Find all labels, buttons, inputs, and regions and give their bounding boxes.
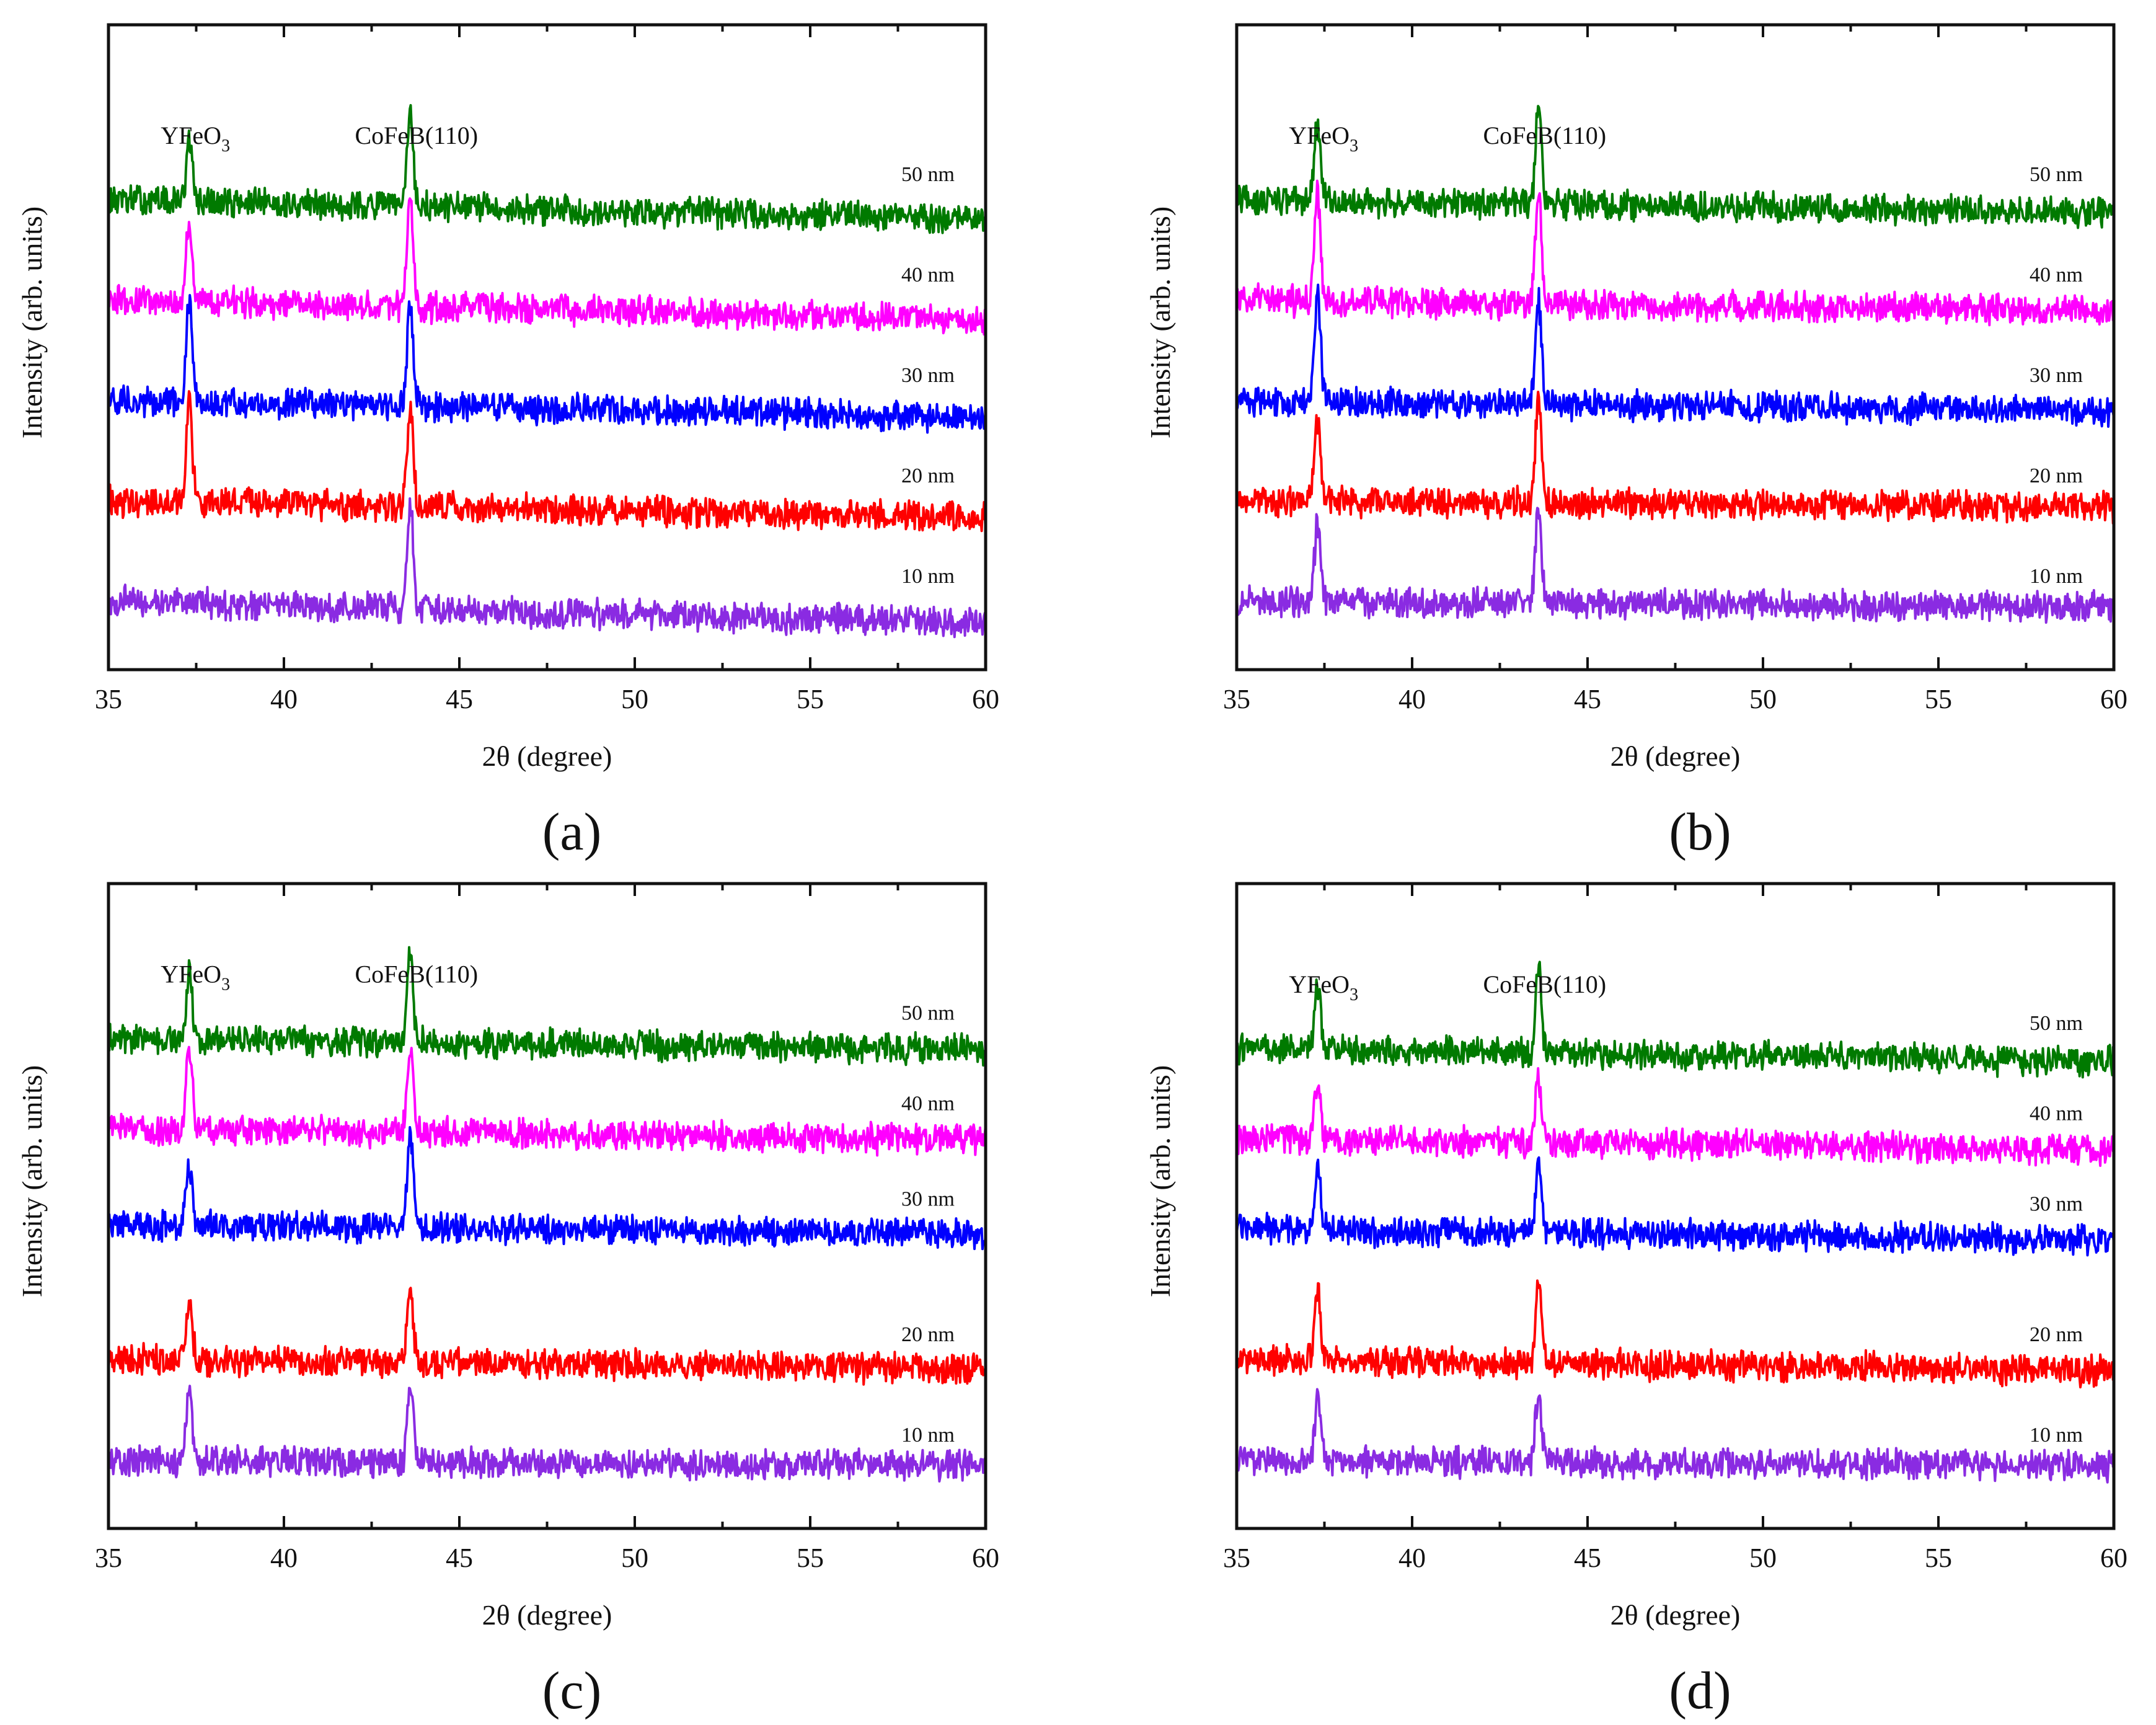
chart-panel-a: 50 nm 40 nm 30 nm 20 nm 10 nm 35 40 45 50 55 60 2θ …	[0, 0, 1017, 861]
chart-panel-d: 50 nm 40 nm 30 nm 20 nm 10 nm 35 40 45 50 55 60 2θ …	[1128, 859, 2145, 1720]
series-label: 30 nm	[901, 1187, 955, 1210]
x-axis-title: 2θ (degree)	[1610, 740, 1741, 772]
series-line	[107, 497, 987, 639]
xrd-chart-svg: 50 nm 40 nm 30 nm 20 nm 10 nm 35 40 45 50 55 60 2θ …	[1144, 23, 2127, 861]
series-label: 40 nm	[2030, 264, 2083, 286]
series-line	[1235, 1156, 2115, 1257]
x-tick-label: 60	[2100, 684, 2127, 714]
plot-frame	[1235, 882, 2116, 1530]
series-label: 30 nm	[2030, 364, 2083, 387]
series-line	[1235, 1388, 2115, 1484]
y-axis-title: Intensity (arb. units)	[16, 1065, 48, 1297]
series-line	[1235, 179, 2115, 327]
peak-annotation: YFeO3	[161, 122, 230, 156]
series-label: 10 nm	[2030, 1424, 2083, 1447]
x-tick-label: 45	[446, 1543, 473, 1573]
series-label: 50 nm	[2030, 1012, 2083, 1035]
x-axis-title: 2θ (degree)	[482, 1599, 612, 1631]
x-tick-label: 35	[95, 684, 122, 714]
x-tick-label: 55	[1925, 1543, 1952, 1573]
y-axis-title: Intensity (arb. units)	[1144, 206, 1176, 438]
series-line	[1235, 283, 2115, 428]
x-tick-label: 60	[972, 684, 999, 714]
x-tick-label: 50	[1749, 684, 1777, 714]
y-axis-title: Intensity (arb. units)	[16, 206, 48, 438]
series-line	[1235, 1279, 2115, 1389]
series-line	[107, 1287, 987, 1386]
series-label: 40 nm	[2030, 1102, 2083, 1125]
series-label: 40 nm	[901, 1092, 955, 1115]
plot-frame	[1235, 23, 2116, 672]
panel-caption: (c)	[542, 1661, 601, 1720]
x-tick-label: 45	[446, 684, 473, 714]
series-label: 20 nm	[2030, 464, 2083, 487]
x-axis-title: 2θ (degree)	[1610, 1599, 1741, 1631]
peak-annotation: YFeO3	[1289, 970, 1358, 1004]
x-tick-label: 55	[797, 684, 824, 714]
series-label: 40 nm	[901, 264, 955, 286]
peak-annotation: CoFeB(110)	[355, 122, 479, 149]
x-tick-label: 60	[2100, 1543, 2127, 1573]
x-tick-label: 45	[1574, 684, 1601, 714]
series-line	[107, 104, 987, 234]
series-label: 20 nm	[2030, 1323, 2083, 1346]
peak-annotation: CoFeB(110)	[355, 960, 479, 988]
peak-annotation: YFeO3	[161, 960, 230, 995]
series-line	[107, 946, 987, 1067]
x-tick-label: 40	[270, 684, 298, 714]
series-line	[107, 1385, 987, 1483]
x-tick-label: 35	[1223, 1543, 1250, 1573]
panel-caption: (d)	[1669, 1661, 1731, 1720]
series-label: 50 nm	[901, 163, 955, 186]
series-label: 30 nm	[901, 364, 955, 387]
x-tick-label: 40	[1398, 1543, 1426, 1573]
series-line	[107, 390, 987, 533]
peak-annotation: CoFeB(110)	[1483, 122, 1607, 149]
series-label: 20 nm	[901, 1323, 955, 1346]
series-line	[1235, 391, 2115, 525]
x-tick-label: 60	[972, 1543, 999, 1573]
peak-annotation: CoFeB(110)	[1483, 970, 1607, 998]
chart-panel-b: 50 nm 40 nm 30 nm 20 nm 10 nm 35 40 45 50 55 60 2θ …	[1128, 0, 2145, 861]
series-line	[107, 1045, 987, 1157]
plot-frame	[107, 882, 987, 1530]
peak-annotation: YFeO3	[1289, 122, 1358, 156]
series-line	[107, 294, 987, 434]
xrd-chart-svg: 50 nm 40 nm 30 nm 20 nm 10 nm 35 40 45 50 55 60 2θ …	[1144, 882, 2127, 1720]
x-tick-label: 45	[1574, 1543, 1601, 1573]
series-line	[107, 1126, 987, 1251]
xrd-chart-svg: 50 nm 40 nm 30 nm 20 nm 10 nm 35 40 45 50 55 60 2θ …	[16, 882, 999, 1720]
x-tick-label: 50	[621, 684, 648, 714]
x-tick-label: 50	[621, 1543, 648, 1573]
panel-caption: (b)	[1669, 802, 1731, 861]
series-line	[107, 197, 987, 336]
series-label: 30 nm	[2030, 1192, 2083, 1215]
panel-caption: (a)	[542, 802, 601, 861]
x-tick-label: 35	[1223, 684, 1250, 714]
series-label: 10 nm	[901, 1424, 955, 1447]
xrd-chart-svg: 50 nm 40 nm 30 nm 20 nm 10 nm 35 40 45 50 55 60 2θ …	[16, 23, 999, 861]
series-label: 50 nm	[2030, 163, 2083, 186]
series-label: 20 nm	[901, 464, 955, 487]
x-tick-label: 50	[1749, 1543, 1777, 1573]
series-line	[1236, 1067, 2115, 1167]
x-tick-label: 40	[270, 1543, 298, 1573]
series-line	[1235, 507, 2115, 624]
series-label: 10 nm	[2030, 565, 2083, 588]
series-line	[1235, 105, 2115, 229]
series-line	[1235, 960, 2115, 1079]
series-label: 10 nm	[901, 565, 955, 588]
chart-panel-c: 50 nm 40 nm 30 nm 20 nm 10 nm 35 40 45 50 55 60 2θ …	[0, 859, 1017, 1720]
series-label: 50 nm	[901, 1002, 955, 1025]
x-axis-title: 2θ (degree)	[482, 740, 612, 772]
plot-frame	[107, 23, 987, 672]
x-tick-label: 55	[797, 1543, 824, 1573]
x-tick-label: 35	[95, 1543, 122, 1573]
x-tick-label: 55	[1925, 684, 1952, 714]
x-tick-label: 40	[1398, 684, 1426, 714]
y-axis-title: Intensity (arb. units)	[1144, 1065, 1176, 1297]
